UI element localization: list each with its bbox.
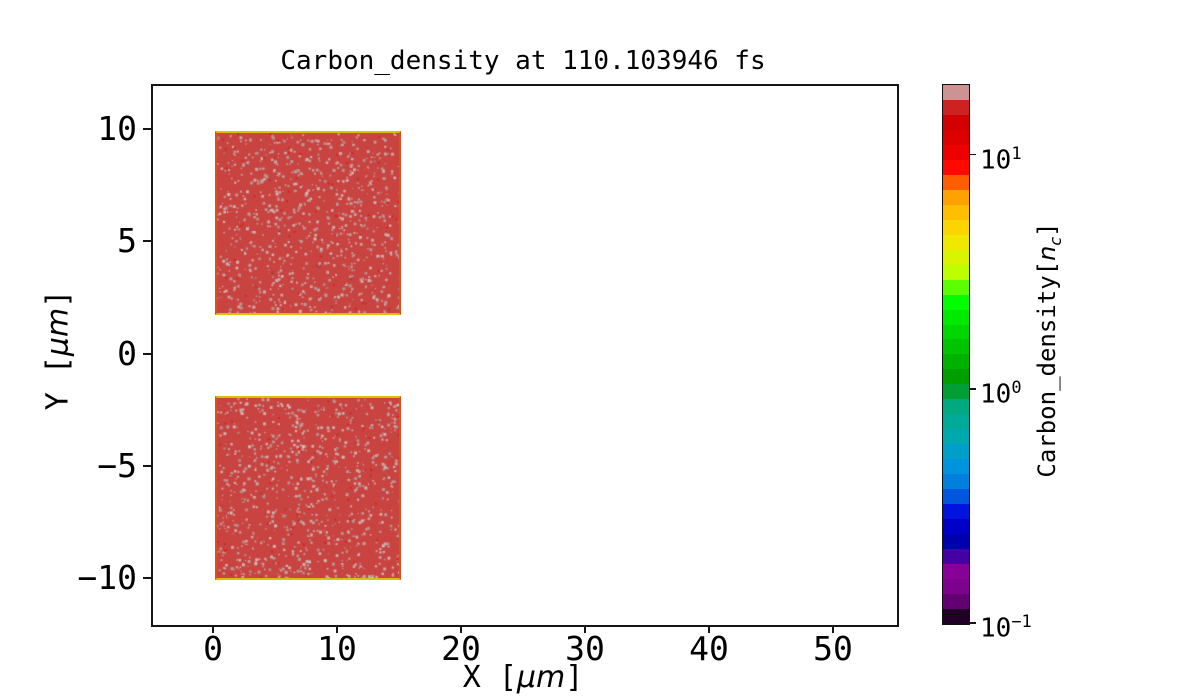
colorbar-segment — [943, 159, 969, 175]
colorbar-label-sub: c — [1045, 236, 1065, 246]
y-tick-label: −10 — [77, 558, 137, 598]
colorbar-tick-label: 101 — [980, 143, 1022, 176]
x-tick-label: 50 — [813, 629, 853, 668]
y-tick-label: 5 — [117, 221, 137, 261]
colorbar-tick-label: 100 — [980, 377, 1022, 410]
colorbar-segment — [943, 504, 969, 520]
y-axis-label: Y [μm] — [41, 290, 76, 411]
colorbar-segment — [943, 593, 969, 609]
colorbar-segment — [943, 578, 969, 594]
colorbar-segment — [943, 249, 969, 265]
y-axis-label-close: ] — [40, 289, 76, 308]
colorbar-segment — [943, 444, 969, 460]
colorbar-tick-label: 10−1 — [980, 612, 1032, 644]
plot-area — [151, 84, 899, 627]
x-tick-label: 20 — [441, 629, 481, 668]
colorbar — [942, 84, 970, 625]
density-region-upper — [215, 130, 401, 316]
y-axis-label-text: Y [ — [40, 356, 76, 411]
x-axis-unit: μm — [516, 660, 566, 695]
y-axis-unit: μm — [40, 307, 76, 357]
colorbar-segment — [943, 384, 969, 400]
colorbar-tick-mark — [970, 153, 976, 156]
density-speckle-canvas — [217, 397, 399, 579]
colorbar-segment — [943, 429, 969, 445]
y-tick-mark — [143, 464, 151, 467]
x-axis-label-text: X [ — [462, 660, 517, 695]
colorbar-segment — [943, 519, 969, 535]
colorbar-segment — [943, 354, 969, 370]
colorbar-segment — [943, 114, 969, 130]
chart-title: Carbon_density at 110.103946 fs — [280, 46, 766, 76]
colorbar-segment — [943, 99, 969, 115]
colorbar-label-text: Carbon_density[ — [1033, 260, 1062, 478]
colorbar-segment — [943, 279, 969, 295]
x-tick-label: 0 — [203, 629, 223, 668]
x-tick-mark — [584, 625, 586, 633]
colorbar-segment — [943, 294, 969, 310]
colorbar-segment — [943, 234, 969, 250]
colorbar-segment — [943, 339, 969, 355]
colorbar-segment — [943, 608, 969, 624]
y-tick-mark — [143, 577, 151, 580]
x-axis-label-close: ] — [565, 660, 584, 695]
colorbar-segment — [943, 174, 969, 190]
y-tick-label: 0 — [117, 333, 137, 373]
colorbar-label: Carbon_density[nc] — [1033, 222, 1065, 477]
x-tick-mark — [212, 625, 214, 633]
colorbar-tick-mark — [970, 387, 976, 390]
colorbar-segment — [943, 204, 969, 220]
colorbar-segment — [943, 324, 969, 340]
x-tick-mark — [336, 625, 338, 633]
colorbar-segment — [943, 189, 969, 205]
y-tick-mark — [143, 352, 151, 355]
colorbar-segment — [943, 144, 969, 160]
y-tick-label: 10 — [97, 108, 137, 148]
colorbar-label-close: ] — [1033, 222, 1062, 237]
colorbar-segment — [943, 489, 969, 505]
density-region-lower — [215, 395, 401, 581]
colorbar-segment — [943, 264, 969, 280]
colorbar-label-var: n — [1033, 245, 1062, 261]
y-tick-mark — [143, 240, 151, 243]
colorbar-segment — [943, 309, 969, 325]
colorbar-segment — [943, 459, 969, 475]
x-tick-label: 10 — [317, 629, 357, 668]
colorbar-segment — [943, 129, 969, 145]
colorbar-tick-mark — [970, 622, 976, 624]
colorbar-segment — [943, 414, 969, 430]
x-tick-mark — [832, 625, 834, 633]
x-axis-label: X [μm] — [151, 660, 895, 695]
colorbar-segment — [943, 474, 969, 490]
colorbar-segment — [943, 564, 969, 579]
x-tick-label: 40 — [689, 629, 729, 668]
colorbar-segment — [943, 534, 969, 550]
x-tick-mark — [460, 625, 462, 633]
x-tick-mark — [708, 625, 710, 633]
colorbar-segment — [943, 549, 969, 564]
colorbar-segment — [943, 85, 969, 100]
colorbar-segment — [943, 219, 969, 235]
x-tick-label: 30 — [565, 629, 605, 668]
density-speckle-canvas — [217, 132, 399, 314]
colorbar-segment — [943, 369, 969, 385]
colorbar-segment — [943, 399, 969, 415]
y-tick-mark — [143, 127, 151, 130]
y-tick-label: −5 — [97, 445, 137, 485]
